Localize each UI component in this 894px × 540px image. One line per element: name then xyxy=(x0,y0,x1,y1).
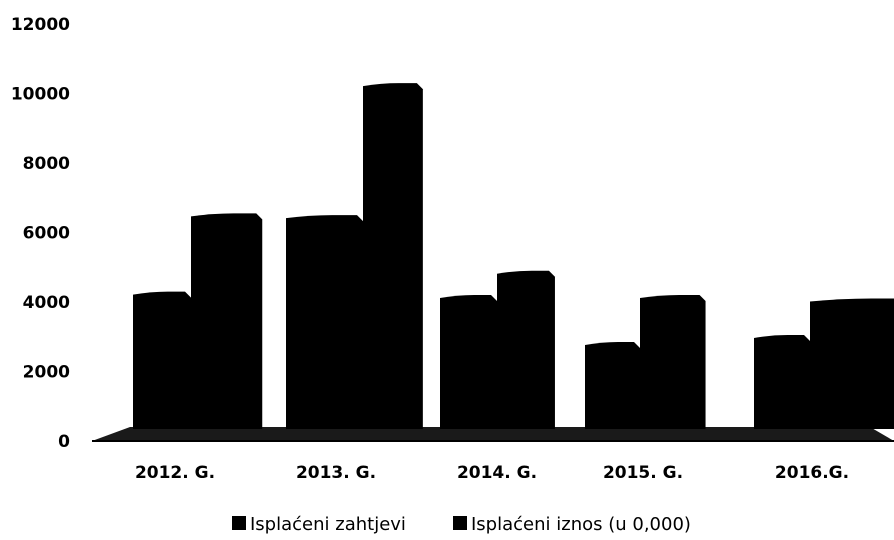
bar-isplaceni-zahtjevi xyxy=(440,295,497,429)
legend-swatch xyxy=(453,516,467,530)
y-tick-label: 10000 xyxy=(11,85,70,105)
y-tick-label: 12000 xyxy=(11,15,70,35)
x-tick-label: 2012. G. xyxy=(135,463,215,483)
bar-isplaceni-zahtjevi xyxy=(133,291,191,429)
bar-isplaceni-iznos xyxy=(810,298,894,429)
bar-isplaceni-iznos xyxy=(640,295,706,429)
x-axis: 2012. G. 2013. G. 2014. G. 2015. G. 2016.G. xyxy=(135,463,849,483)
bar-isplaceni-iznos xyxy=(497,270,555,429)
bar-isplaceni-iznos xyxy=(363,83,423,429)
y-axis: 0 2000 4000 6000 8000 10000 12000 xyxy=(11,15,70,452)
bar-isplaceni-zahtjevi xyxy=(585,341,640,429)
legend-label: Isplaćeni iznos (u 0,000) xyxy=(471,514,691,535)
legend-swatch xyxy=(232,516,246,530)
legend: Isplaćeni zahtjevi Isplaćeni iznos (u 0,0… xyxy=(232,514,691,535)
bar-isplaceni-zahtjevi xyxy=(754,335,810,429)
x-tick-label: 2013. G. xyxy=(296,463,376,483)
bar-isplaceni-iznos xyxy=(191,213,263,429)
y-tick-label: 6000 xyxy=(23,224,70,244)
y-tick-label: 0 xyxy=(58,432,70,452)
x-tick-label: 2014. G. xyxy=(457,463,537,483)
bars-group xyxy=(133,83,894,429)
y-tick-label: 2000 xyxy=(23,363,70,383)
chart-floor xyxy=(92,427,894,442)
y-tick-label: 4000 xyxy=(23,293,70,313)
floor-plane xyxy=(92,427,894,441)
bar-isplaceni-zahtjevi xyxy=(286,215,363,429)
y-tick-label: 8000 xyxy=(23,154,70,174)
x-tick-label: 2015. G. xyxy=(603,463,683,483)
legend-label: Isplaćeni zahtjevi xyxy=(250,514,406,535)
x-tick-label: 2016.G. xyxy=(775,463,849,483)
